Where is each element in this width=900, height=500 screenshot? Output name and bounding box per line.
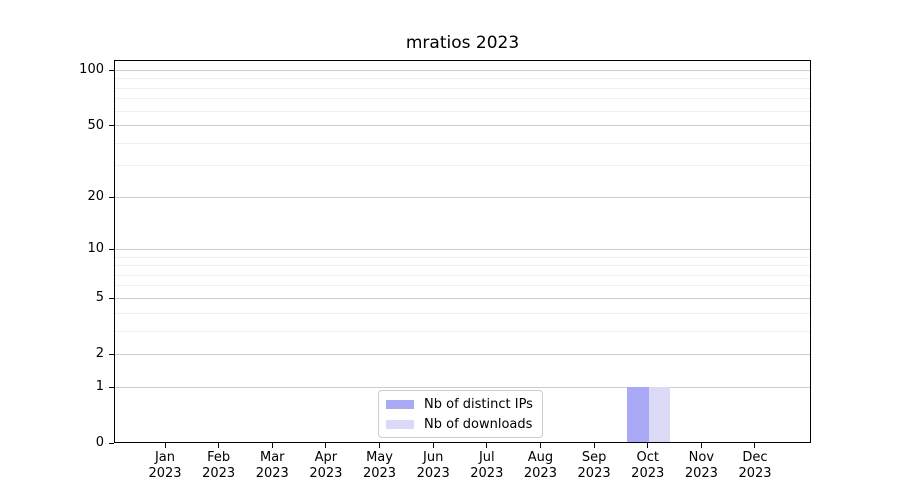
x-tick-label-year: 2023 (202, 466, 236, 481)
chart-title: mratios 2023 (405, 33, 520, 53)
x-tick-label: Sep 2023 (562, 450, 626, 482)
x-tick-mark (647, 443, 649, 448)
gridline-major (115, 248, 810, 250)
x-tick-label-month: Dec (742, 450, 768, 465)
gridline-minor (115, 165, 810, 167)
x-tick-label-year: 2023 (523, 466, 557, 481)
bar-nb-of-downloads-oct-2023 (648, 387, 671, 442)
x-tick-label-month: Jan (154, 450, 176, 465)
y-tick-mark (109, 248, 114, 250)
plot-frame (114, 60, 811, 443)
x-tick-label-year: 2023 (738, 466, 772, 481)
x-tick-mark (271, 443, 273, 448)
legend-swatch-distinct-ips (386, 399, 414, 409)
x-tick-label: May 2023 (348, 450, 412, 482)
bar-nb-of-distinct-ips-oct-2023 (627, 387, 649, 442)
gridline-major (115, 297, 810, 299)
x-tick-mark (218, 443, 220, 448)
x-tick-label-year: 2023 (416, 466, 450, 481)
y-tick-label: 1 (95, 379, 104, 395)
x-tick-label: Jun 2023 (401, 450, 465, 482)
gridline-major (115, 386, 810, 388)
x-tick-label: Aug 2023 (508, 450, 572, 482)
x-tick-label: Jan 2023 (133, 450, 197, 482)
gridline-minor (115, 142, 810, 144)
x-tick-label: Apr 2023 (294, 450, 358, 482)
x-tick-label: Oct 2023 (616, 450, 680, 482)
y-tick-mark (109, 196, 114, 198)
gridline-minor (115, 87, 810, 89)
x-tick-mark (486, 443, 488, 448)
gridline-major (115, 196, 810, 198)
x-tick-label-year: 2023 (148, 466, 182, 481)
x-tick-label-year: 2023 (362, 466, 397, 481)
x-tick-label-year: 2023 (255, 466, 289, 481)
x-tick-mark (379, 443, 381, 448)
gridline-minor (115, 256, 810, 258)
x-tick-label: Nov 2023 (669, 450, 733, 482)
x-tick-mark (164, 443, 166, 448)
gridline-major (115, 69, 810, 71)
x-tick-label-month: Feb (207, 450, 231, 465)
legend-item-downloads: Nb of downloads (386, 416, 533, 432)
gridline-minor (115, 98, 810, 100)
y-tick-mark (109, 353, 114, 355)
y-tick-label: 10 (87, 241, 104, 257)
x-tick-label-year: 2023 (684, 466, 718, 481)
x-tick-label-month: Sep (581, 450, 607, 465)
x-tick-label-month: Aug (527, 450, 554, 465)
gridline-minor (115, 265, 810, 267)
x-tick-mark (593, 443, 595, 448)
x-tick-label-year: 2023 (470, 466, 504, 481)
y-tick-label: 50 (87, 117, 104, 133)
y-tick-mark (109, 442, 114, 444)
x-tick-label-month: Apr (314, 450, 338, 465)
y-tick-mark (109, 125, 114, 127)
x-tick-label-month: Mar (260, 450, 285, 465)
y-tick-label: 20 (87, 189, 104, 205)
x-tick-label-month: Oct (636, 450, 659, 465)
y-tick-mark (109, 69, 114, 71)
x-tick-label-month: Jun (423, 450, 444, 465)
gridline-minor (115, 285, 810, 287)
gridline-major (115, 353, 810, 355)
x-tick-mark (539, 443, 541, 448)
x-tick-label-year: 2023 (309, 466, 343, 481)
gridline-minor (115, 78, 810, 80)
gridline-minor (115, 110, 810, 112)
x-tick-label: Jul 2023 (455, 450, 519, 482)
legend: Nb of distinct IPs Nb of downloads (378, 390, 543, 438)
gridline-minor (115, 274, 810, 276)
y-tick-mark (109, 297, 114, 299)
x-tick-label-year: 2023 (631, 466, 665, 481)
x-tick-label-month: Jul (478, 450, 495, 465)
x-tick-mark (700, 443, 702, 448)
x-tick-mark (432, 443, 434, 448)
x-tick-mark (325, 443, 327, 448)
gridline-minor (115, 330, 810, 332)
y-tick-label: 0 (95, 435, 104, 450)
x-tick-label: Dec 2023 (723, 450, 787, 482)
y-tick-mark (109, 386, 114, 388)
legend-swatch-downloads (386, 419, 414, 429)
y-tick-label: 100 (79, 62, 104, 78)
y-tick-label: 2 (95, 346, 104, 362)
x-tick-label-year: 2023 (577, 466, 611, 481)
legend-label-distinct-ips: Nb of distinct IPs (424, 396, 533, 412)
x-tick-label-month: Nov (688, 450, 715, 465)
x-tick-label: Feb 2023 (187, 450, 251, 482)
gridline-minor (115, 312, 810, 314)
legend-item-distinct-ips: Nb of distinct IPs (386, 396, 533, 412)
x-tick-mark (754, 443, 756, 448)
gridline-major (115, 125, 810, 127)
y-tick-label: 5 (95, 290, 104, 306)
x-tick-label-month: May (366, 450, 393, 465)
legend-label-downloads: Nb of downloads (424, 416, 533, 432)
x-tick-label: Mar 2023 (240, 450, 304, 482)
